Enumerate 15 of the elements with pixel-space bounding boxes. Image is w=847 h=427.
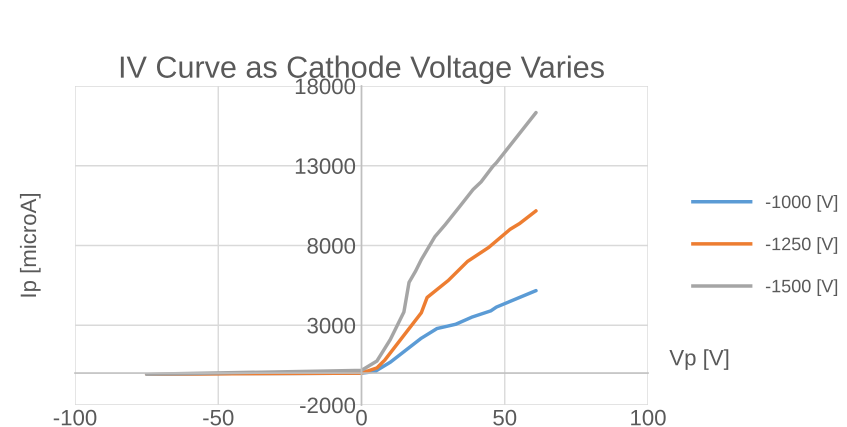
x-tick-label: 50 bbox=[493, 410, 516, 426]
x-tick-label: 100 bbox=[631, 410, 666, 426]
x-axis-title: Vp [V] bbox=[669, 349, 728, 370]
line-series bbox=[144, 110, 538, 376]
legend-label: -1250 [V] bbox=[766, 237, 838, 254]
y-tick-label: 3000 bbox=[307, 318, 356, 334]
legend-label: -1500 [V] bbox=[766, 279, 838, 296]
legend-label: -1000 [V] bbox=[766, 194, 838, 212]
y-tick-label: -2000 bbox=[300, 398, 356, 414]
x-tick-label: -50 bbox=[203, 410, 234, 426]
x-tick-label: -100 bbox=[54, 410, 96, 426]
y-tick-label: 13000 bbox=[296, 158, 356, 174]
y-axis-title: Ip [microA] bbox=[20, 194, 41, 297]
x-tick-label: 0 bbox=[356, 410, 367, 426]
y-tick-label: 8000 bbox=[307, 238, 356, 254]
